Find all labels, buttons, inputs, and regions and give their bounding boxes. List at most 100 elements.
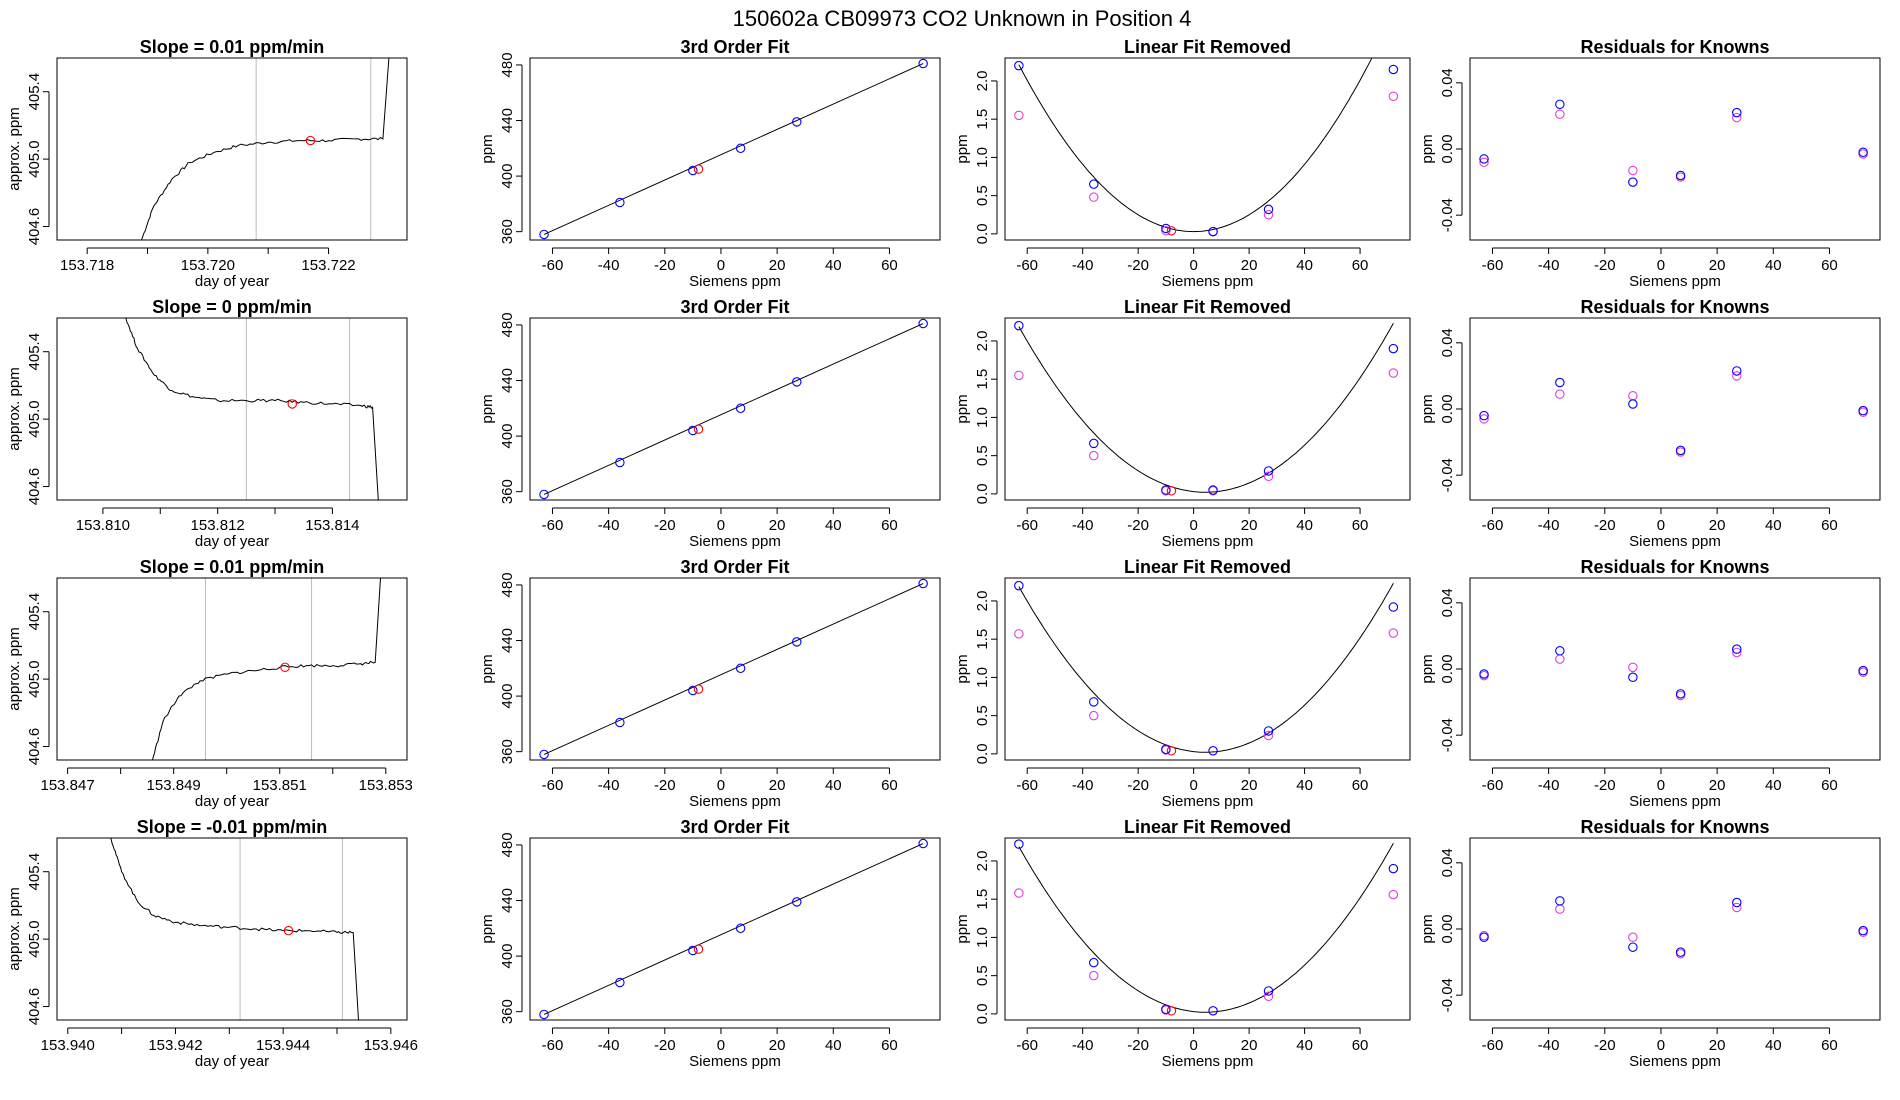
x-tick-label: 0 [1189, 517, 1197, 534]
data-layer [539, 58, 928, 240]
y-tick-label: 0.5 [974, 445, 991, 466]
panel-title: Residuals for Knowns [1580, 557, 1769, 577]
data-layer [539, 838, 928, 1020]
plot-frame [1004, 577, 1411, 761]
residual-point [1479, 154, 1489, 164]
x-tick-label: -20 [654, 777, 676, 794]
x-axis-label: Siemens ppm [689, 533, 781, 550]
fit-line [543, 583, 924, 755]
x-tick-label: 153.722 [301, 257, 355, 274]
unknown-point [1166, 226, 1177, 236]
x-tick-label: 20 [1241, 517, 1258, 534]
plot-frame [529, 837, 941, 1021]
data-layer [1014, 320, 1399, 496]
x-tick-label: -60 [542, 1037, 564, 1054]
known-point [1388, 602, 1399, 612]
x-tick-label: 40 [825, 257, 842, 274]
y-tick-label: 0.0 [974, 743, 991, 764]
residual-alt-point [1732, 112, 1742, 123]
y-tick-label: 400 [499, 164, 516, 189]
plot-frame [56, 57, 408, 241]
plot-frame [1469, 57, 1881, 241]
y-tick-label: 405.4 [26, 853, 43, 891]
x-axis-label: day of year [195, 533, 269, 550]
panel-title: Residuals for Knowns [1580, 297, 1769, 317]
known-point [1089, 957, 1099, 968]
x-tick-label: -20 [654, 517, 676, 534]
x-tick-label: 20 [769, 257, 786, 274]
x-tick-label: 0 [717, 1037, 725, 1054]
known-point [1014, 60, 1024, 71]
data-layer [1479, 366, 1868, 457]
x-tick-label: 20 [1709, 1037, 1726, 1054]
residual-alt-point [1628, 662, 1638, 673]
data-layer [1479, 644, 1868, 701]
residual-point [1479, 669, 1489, 679]
y-tick-label: -0.04 [1439, 718, 1456, 752]
x-tick-label: 20 [769, 777, 786, 794]
x-tick-label: 153.814 [305, 517, 359, 534]
panel-trace-3: Slope = 0.01 ppm/min 153.847 153.849 153.85… [6, 557, 413, 810]
data-layer [1014, 58, 1399, 237]
x-tick-label: -60 [1482, 777, 1504, 794]
residual-alt-point [1628, 932, 1638, 943]
panel-fit-2: 3rd Order Fit -60 -40 -20 0 20 40 60 Siemens ppm… [479, 297, 941, 550]
unknown-point [1166, 486, 1177, 496]
residual-point [1555, 896, 1565, 906]
x-tick-label: 60 [1352, 777, 1369, 794]
x-tick-label: 153.940 [41, 1037, 95, 1054]
known-point [735, 143, 746, 154]
x-tick-label: 40 [1296, 777, 1313, 794]
quadratic-curve [1018, 583, 1394, 753]
y-tick-label: 0.00 [1439, 134, 1456, 163]
y-tick-label: 0.5 [974, 185, 991, 206]
ppm-trace-line [110, 838, 359, 1020]
x-tick-label: 0 [1657, 517, 1665, 534]
panel-fit-3: 3rd Order Fit -60 -40 -20 0 20 40 60 Siemens ppm… [479, 557, 941, 810]
known-point [1388, 64, 1399, 75]
panel-title: 3rd Order Fit [680, 817, 789, 837]
known-alt-point [1089, 970, 1099, 981]
x-tick-label: -40 [1072, 1037, 1094, 1054]
x-tick-label: 60 [1352, 257, 1369, 274]
y-tick-label: -0.04 [1439, 458, 1456, 492]
y-tick-label: -0.04 [1439, 198, 1456, 232]
panel-title: Slope = 0.01 ppm/min [140, 37, 325, 57]
data-layer [125, 318, 379, 500]
x-axis-label: Siemens ppm [1629, 793, 1721, 810]
known-point [735, 923, 746, 934]
known-point [1089, 697, 1099, 707]
known-point [1208, 1006, 1218, 1016]
x-tick-label: 0 [717, 257, 725, 274]
x-tick-label: 0 [1657, 257, 1665, 274]
y-axis-label: approx. ppm [6, 107, 23, 190]
panel-linear_removed-2: Linear Fit Removed -60 -40 -20 0 20 40 60 Siemen… [954, 297, 1411, 550]
panel-fit-4: 3rd Order Fit -60 -40 -20 0 20 40 60 Siemens ppm… [479, 817, 941, 1070]
unknown-point [1166, 1006, 1177, 1016]
unknown-mean-point [287, 399, 297, 409]
residual-alt-point [1555, 389, 1565, 399]
x-tick-label: 153.942 [148, 1037, 202, 1054]
plot-frame [529, 577, 941, 761]
panel-grid: Slope = 0.01 ppm/min 153.718 153.720 153.72… [6, 37, 1881, 1070]
ppm-trace-line [125, 318, 379, 500]
panel-title: 3rd Order Fit [680, 37, 789, 57]
panel-linear_removed-3: Linear Fit Removed -60 -40 -20 0 20 40 60 Siemen… [954, 557, 1411, 810]
x-tick-label: 60 [1821, 777, 1838, 794]
known-alt-point [1089, 710, 1099, 721]
x-tick-label: -20 [1594, 517, 1616, 534]
x-tick-label: 40 [1765, 517, 1782, 534]
x-tick-label: 0 [1657, 1037, 1665, 1054]
x-tick-label: 40 [1296, 257, 1313, 274]
y-tick-label: 480 [499, 832, 516, 857]
x-axis-label: day of year [195, 793, 269, 810]
residual-alt-point [1479, 414, 1489, 424]
residual-point [1628, 672, 1638, 683]
y-tick-label: -0.04 [1439, 978, 1456, 1012]
y-tick-label: 2.0 [974, 331, 991, 352]
x-tick-label: -20 [1594, 1037, 1616, 1054]
data-layer [1479, 896, 1868, 959]
panel-title: Slope = 0 ppm/min [152, 297, 312, 317]
x-tick-label: -40 [1538, 777, 1560, 794]
panel-linear_removed-1: Linear Fit Removed -60 -40 -20 0 20 40 60 Siemen… [954, 37, 1411, 290]
